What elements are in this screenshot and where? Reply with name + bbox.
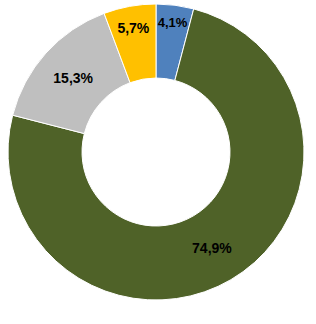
svg-text:15,3%: 15,3%: [53, 70, 93, 86]
svg-text:5,7%: 5,7%: [117, 20, 149, 36]
svg-text:74,9%: 74,9%: [192, 240, 232, 256]
svg-text:4,1%: 4,1%: [158, 15, 188, 30]
